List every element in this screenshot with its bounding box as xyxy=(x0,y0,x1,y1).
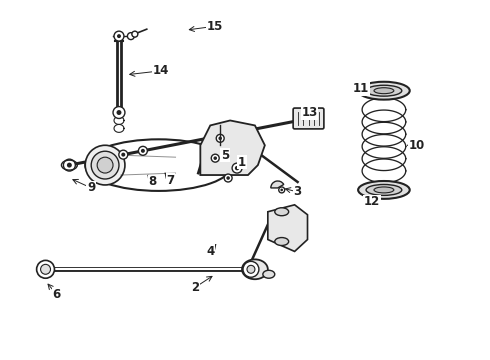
Circle shape xyxy=(37,260,54,278)
Circle shape xyxy=(226,176,230,180)
Ellipse shape xyxy=(263,270,275,278)
Text: 7: 7 xyxy=(167,174,174,186)
Ellipse shape xyxy=(366,85,402,96)
Circle shape xyxy=(41,264,50,274)
Circle shape xyxy=(113,107,125,118)
Circle shape xyxy=(279,187,285,193)
Polygon shape xyxy=(268,205,308,251)
Circle shape xyxy=(127,33,134,40)
Ellipse shape xyxy=(374,88,394,94)
Circle shape xyxy=(219,136,222,140)
Text: 11: 11 xyxy=(353,82,369,95)
Circle shape xyxy=(67,163,72,168)
Ellipse shape xyxy=(275,238,289,246)
Polygon shape xyxy=(200,121,265,175)
Circle shape xyxy=(214,156,217,160)
Circle shape xyxy=(247,265,255,273)
Circle shape xyxy=(63,159,75,171)
Text: 3: 3 xyxy=(294,185,302,198)
Circle shape xyxy=(117,34,121,38)
Circle shape xyxy=(232,163,242,173)
Circle shape xyxy=(117,110,122,115)
Circle shape xyxy=(280,189,283,191)
Text: 8: 8 xyxy=(148,175,157,189)
Wedge shape xyxy=(271,181,284,188)
Circle shape xyxy=(91,151,119,179)
Circle shape xyxy=(122,153,125,157)
Circle shape xyxy=(85,145,125,185)
Text: 14: 14 xyxy=(152,64,169,77)
Circle shape xyxy=(216,134,224,142)
Ellipse shape xyxy=(374,187,394,193)
Circle shape xyxy=(235,166,239,170)
Ellipse shape xyxy=(358,82,410,100)
Circle shape xyxy=(243,261,259,277)
Ellipse shape xyxy=(358,181,410,199)
Ellipse shape xyxy=(275,208,289,216)
Circle shape xyxy=(211,154,219,162)
Text: 1: 1 xyxy=(238,156,246,168)
Text: 13: 13 xyxy=(301,106,318,119)
Ellipse shape xyxy=(366,184,402,195)
FancyBboxPatch shape xyxy=(293,108,324,129)
Text: 10: 10 xyxy=(409,139,425,152)
Circle shape xyxy=(224,174,232,182)
Circle shape xyxy=(141,149,145,153)
Circle shape xyxy=(132,32,137,37)
Ellipse shape xyxy=(242,260,268,279)
Circle shape xyxy=(97,157,113,173)
Ellipse shape xyxy=(85,139,232,191)
Circle shape xyxy=(139,147,147,155)
Text: 6: 6 xyxy=(52,288,61,301)
Circle shape xyxy=(132,31,138,37)
Circle shape xyxy=(119,150,128,159)
Text: 4: 4 xyxy=(206,245,215,258)
Text: 5: 5 xyxy=(221,149,229,162)
Text: 9: 9 xyxy=(87,181,96,194)
Text: 12: 12 xyxy=(364,195,380,208)
Text: 2: 2 xyxy=(191,281,199,294)
Text: 15: 15 xyxy=(207,20,223,33)
Circle shape xyxy=(114,31,124,41)
